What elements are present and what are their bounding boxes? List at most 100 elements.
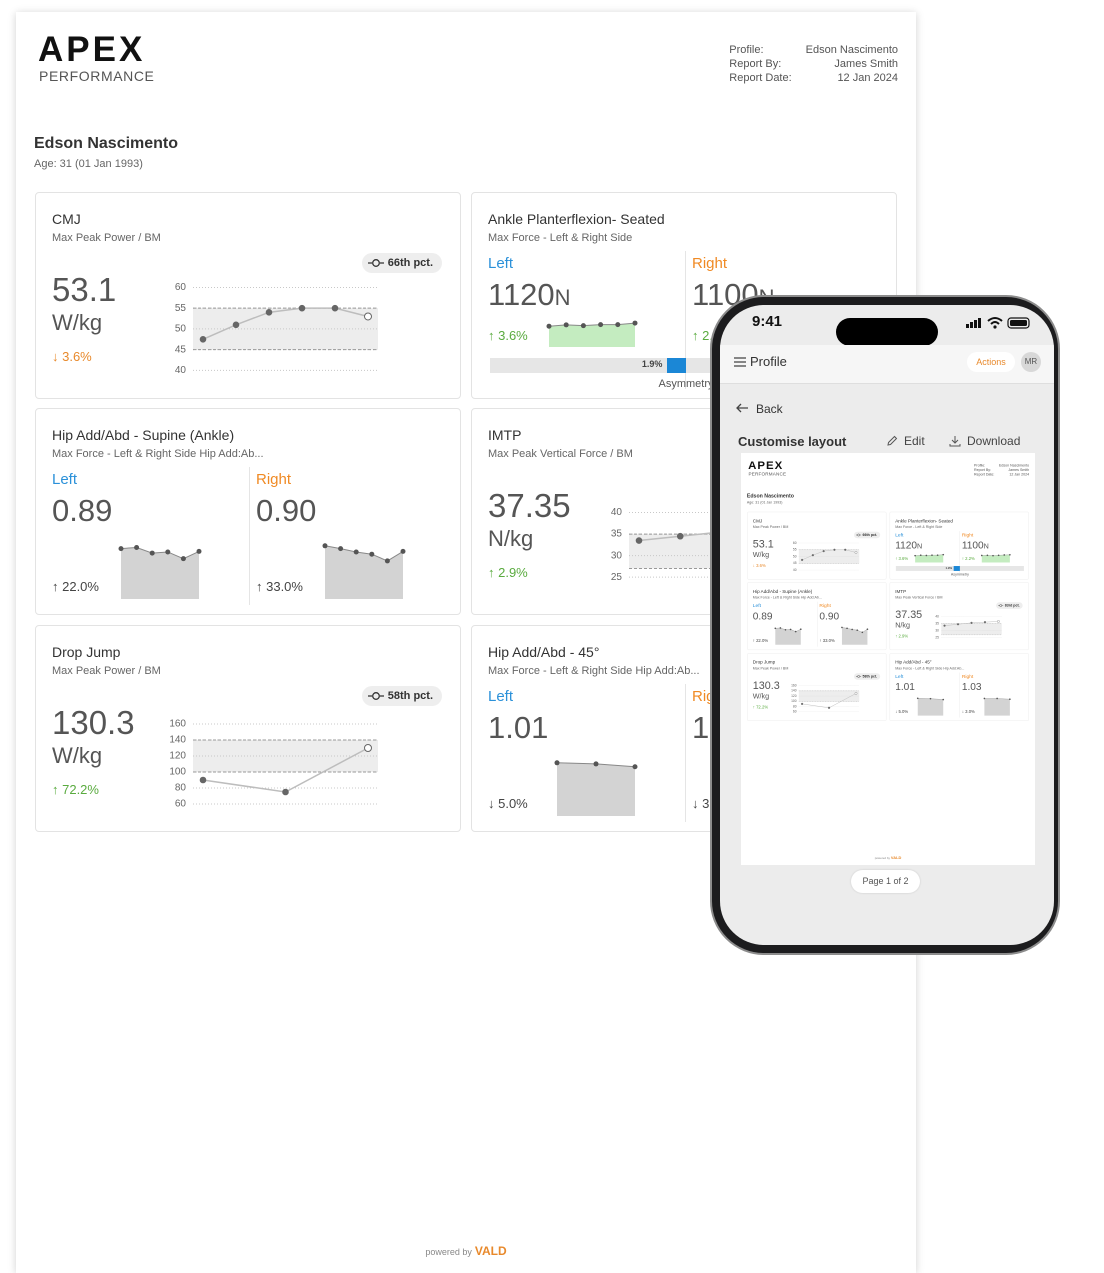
card-title: IMTP [895, 589, 906, 594]
metric-unit: W/kg [52, 310, 102, 336]
side-value: 1.03 [962, 681, 982, 693]
badge-text: 66th pct. [862, 533, 877, 537]
y-tick-label: 50 [793, 554, 797, 558]
athlete-name: Edson Nascimento [747, 493, 794, 499]
sparkline-point [937, 554, 939, 556]
side-value-number: 0.89 [753, 610, 773, 621]
sparkline-point [564, 322, 569, 327]
trend-point [200, 336, 206, 342]
sparkline-point [150, 551, 155, 556]
trend-point [801, 559, 803, 561]
athlete-age: Age: 31 (01 Jan 1993) [747, 501, 783, 505]
sparkline-area [325, 546, 403, 599]
badge-icon [368, 258, 384, 268]
metric-change: ↑ 72.2% [753, 705, 768, 710]
y-tick-label: 80 [175, 783, 187, 794]
asymmetry-value: 1.9% [642, 359, 663, 369]
brand: VALD [891, 855, 901, 860]
side-sparkline [983, 697, 1010, 715]
logo-subtitle: PERFORMANCE [749, 471, 787, 476]
badge-text: 83rd pct. [1005, 604, 1020, 608]
sparkline-point [841, 627, 843, 629]
side-change: ↓ 5.0% [895, 709, 908, 714]
badge-icon [998, 604, 1003, 607]
dynamic-island [836, 318, 938, 346]
sparkline-point [323, 543, 328, 548]
side-label: Right [962, 674, 973, 680]
side-change: ↑ 33.0% [819, 638, 834, 643]
card-title: Ankle Planterflexion- Seated [488, 211, 665, 227]
trend-point [233, 322, 239, 328]
trend-point [677, 533, 683, 539]
side-sparkline [546, 321, 638, 347]
sparkline-area [982, 555, 1010, 563]
trend-point [636, 538, 642, 544]
side-label: Left [488, 255, 513, 272]
edit-button[interactable]: Edit [904, 434, 925, 448]
side-value: 0.90 [256, 493, 316, 529]
sparkline-area [775, 628, 800, 645]
meta-label: Report Date: [974, 473, 994, 477]
meta-label: Profile: [729, 44, 791, 56]
sparkline-point [920, 554, 922, 556]
card-title: Drop Jump [753, 659, 775, 664]
percentile-badge: 66th pct. [854, 532, 880, 539]
download-button[interactable]: Download [967, 434, 1020, 448]
y-tick-label: 120 [791, 694, 797, 698]
side-value: 0.90 [819, 610, 839, 622]
y-tick-label: 160 [791, 683, 797, 687]
meta-label: Report By: [974, 468, 994, 472]
card-subtitle: Max Force - Left & Right Side [895, 525, 942, 529]
sparkline-point [581, 323, 586, 328]
edit-icon[interactable] [886, 435, 898, 447]
card-subtitle: Max Peak Vertical Force / BM [488, 448, 633, 460]
sparkline-point [867, 628, 869, 630]
y-tick-label: 40 [935, 614, 939, 618]
card-title: Drop Jump [52, 644, 120, 660]
actions-button[interactable]: Actions [967, 352, 1015, 372]
metric-change: ↑ 2.9% [488, 565, 528, 580]
y-tick-label: 140 [169, 735, 186, 746]
sparkline-area [915, 555, 943, 563]
sparkline-area [557, 763, 635, 816]
side-change: ↑ 2.2% [962, 556, 975, 561]
back-icon[interactable] [736, 403, 749, 413]
side-value-number: 1.03 [962, 681, 982, 692]
sparkline-point [598, 322, 603, 327]
side-sparkline [118, 543, 202, 599]
percentile-badge: 58th pct. [854, 673, 880, 680]
back-link[interactable]: Back [756, 402, 783, 416]
sparkline-point [917, 697, 919, 699]
y-tick-label: 40 [175, 365, 187, 376]
y-tick-label: 25 [611, 572, 623, 583]
side-value: 1.01 [895, 681, 915, 693]
sparkline-point [197, 549, 202, 554]
card-subtitle: Max Peak Power / BM [753, 525, 789, 529]
avatar[interactable]: MR [1021, 352, 1041, 372]
card-subtitle: Max Peak Power / BM [52, 665, 161, 677]
y-tick-label: 40 [611, 507, 623, 518]
sparkline-point [1009, 554, 1011, 556]
card-title: CMJ [753, 518, 762, 523]
report-footer: powered byVALD [741, 855, 1035, 860]
sparkline-point [547, 324, 552, 329]
phone-screen: 9:41 Profile Actions MR Back Customise l… [720, 305, 1054, 945]
badge-icon-dot [857, 675, 859, 677]
meta-value: James Smith [806, 58, 898, 70]
side-label: Left [753, 603, 761, 609]
meta-label: Report By: [729, 58, 791, 70]
metric-unit: W/kg [753, 692, 769, 700]
download-icon[interactable] [949, 435, 961, 447]
menu-icon[interactable] [734, 357, 746, 367]
side-value: 0.89 [52, 493, 112, 529]
side-label: Left [488, 688, 513, 705]
menu-title[interactable]: Profile [750, 354, 787, 369]
sparkline-point [369, 552, 374, 557]
trend-point [200, 777, 206, 783]
card-subtitle: Max Peak Power / BM [52, 232, 161, 244]
